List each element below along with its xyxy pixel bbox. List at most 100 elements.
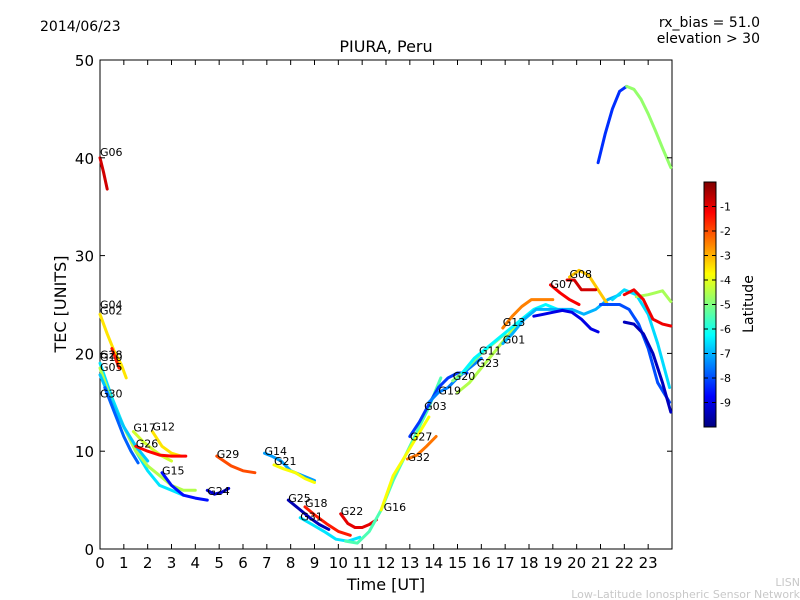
series-g24	[205, 486, 231, 496]
x-tick-label: 2	[143, 554, 153, 572]
series-label-g23: G23	[477, 357, 500, 370]
series-track-32	[532, 308, 600, 334]
x-tick-label: 19	[543, 554, 562, 572]
series-label-g06: G06	[100, 146, 123, 159]
series-g02	[110, 347, 121, 370]
series-g07	[549, 283, 581, 306]
series-label-g21: G21	[274, 455, 297, 468]
series-label-g17: G17	[133, 422, 156, 435]
series-g14	[263, 451, 316, 482]
x-tick-label: 1	[119, 554, 129, 572]
colorbar-tick-label: -7	[720, 348, 731, 361]
series-label-g22: G22	[341, 505, 364, 518]
series-label-g14: G14	[264, 445, 287, 458]
date-label: 2014/06/23	[40, 19, 121, 35]
x-tick-label: 9	[310, 554, 320, 572]
series-label-g31: G31	[300, 511, 323, 524]
series-label-g12: G12	[152, 421, 175, 434]
y-axis-label: TEC [UNITS]	[51, 256, 70, 354]
series-label-g01: G01	[503, 334, 526, 347]
series-g06	[98, 156, 109, 191]
y-tick-label: 40	[75, 150, 94, 168]
series-track-34	[622, 320, 673, 414]
x-tick-label: 14	[424, 554, 443, 572]
rx-bias-label: rx_bias = 51.0	[659, 15, 760, 31]
series-g11	[456, 322, 519, 394]
series-track-36	[634, 289, 673, 304]
series-label-g10: G10	[100, 351, 123, 364]
x-tick-label: 15	[448, 554, 467, 572]
series-g22	[339, 512, 378, 529]
series-g21	[272, 463, 316, 484]
x-tick-label: 18	[519, 554, 538, 572]
series-label-g11: G11	[479, 344, 502, 357]
series-g29	[215, 454, 257, 475]
series-g27	[379, 415, 431, 512]
series-label-g25: G25	[288, 492, 311, 505]
series-label-g03: G03	[424, 400, 447, 413]
series-track-38	[596, 84, 629, 165]
x-tick-label: 20	[567, 554, 586, 572]
y-tick-label: 20	[75, 345, 94, 363]
series-g19	[427, 356, 483, 404]
series-g08	[568, 268, 610, 306]
series-label-g04: G04	[100, 298, 123, 311]
x-tick-label: 8	[286, 554, 296, 572]
series-g23	[460, 303, 560, 375]
series-label-g27: G27	[410, 430, 433, 443]
series-g26	[134, 444, 188, 458]
x-tick-label: 11	[353, 554, 372, 572]
series-track-31	[565, 278, 598, 292]
colorbar-tick-label: -6	[720, 323, 731, 336]
footer-lisn: LISN	[775, 576, 800, 589]
series-g13	[501, 298, 555, 330]
series-track-39	[625, 84, 673, 170]
series-label-g02: G02	[100, 304, 123, 317]
x-tick-label: 23	[639, 554, 658, 572]
x-tick-label: 3	[167, 554, 177, 572]
x-tick-label: 0	[95, 554, 105, 572]
series-label-g16: G16	[384, 501, 407, 514]
series-label-g13: G13	[503, 316, 526, 329]
y-tick-label: 50	[75, 52, 94, 70]
series-label-g30: G30	[100, 387, 123, 400]
series-g16	[344, 376, 443, 545]
colorbar-tick-label: -9	[720, 397, 731, 410]
y-tick-label: 10	[75, 443, 94, 461]
series-track-37	[622, 288, 673, 328]
plot-area	[99, 59, 673, 550]
series-label-g07: G07	[550, 278, 573, 291]
x-tick-label: 10	[329, 554, 348, 572]
colorbar-label: Latitude	[741, 275, 757, 333]
series-label-g19: G19	[438, 384, 461, 397]
series-label-g15: G15	[162, 465, 185, 478]
colorbar-tick-label: -5	[720, 299, 731, 312]
colorbar-ticks: -1 -2 -3 -4 -5 -6 -7 -8 -9	[704, 201, 731, 410]
series-g18	[303, 505, 352, 537]
y-tick-label: 30	[75, 248, 94, 266]
x-tick-label: 5	[214, 554, 224, 572]
series-label-g05: G05	[100, 361, 123, 374]
series-g32	[405, 435, 438, 461]
colorbar-tick-label: -2	[720, 225, 731, 238]
series-g03	[408, 371, 469, 438]
series-label-g20: G20	[453, 370, 476, 383]
series-label-g29: G29	[217, 448, 240, 461]
chart-title: PIURA, Peru	[339, 37, 432, 56]
series-g17	[131, 430, 173, 463]
series-label-g28: G28	[100, 348, 123, 361]
ticks-layer: 0 1 2 3 4 5 6 7 8 9 10 11 12 13 14 15 16 17 18 19 20 21 22 2301…	[75, 52, 672, 572]
series-g25	[286, 498, 331, 531]
colorbar-tick-label: -4	[720, 274, 731, 287]
colorbar-tick-label: -8	[720, 372, 731, 385]
colorbar-tick-label: -1	[720, 201, 731, 214]
x-tick-label: 7	[262, 554, 272, 572]
x-tick-label: 13	[400, 554, 419, 572]
y-tick-label: 0	[84, 541, 94, 559]
series-track-33	[599, 303, 672, 404]
x-tick-label: 6	[238, 554, 248, 572]
x-tick-label: 22	[615, 554, 634, 572]
x-tick-label: 17	[496, 554, 515, 572]
x-tick-label: 4	[191, 554, 201, 572]
